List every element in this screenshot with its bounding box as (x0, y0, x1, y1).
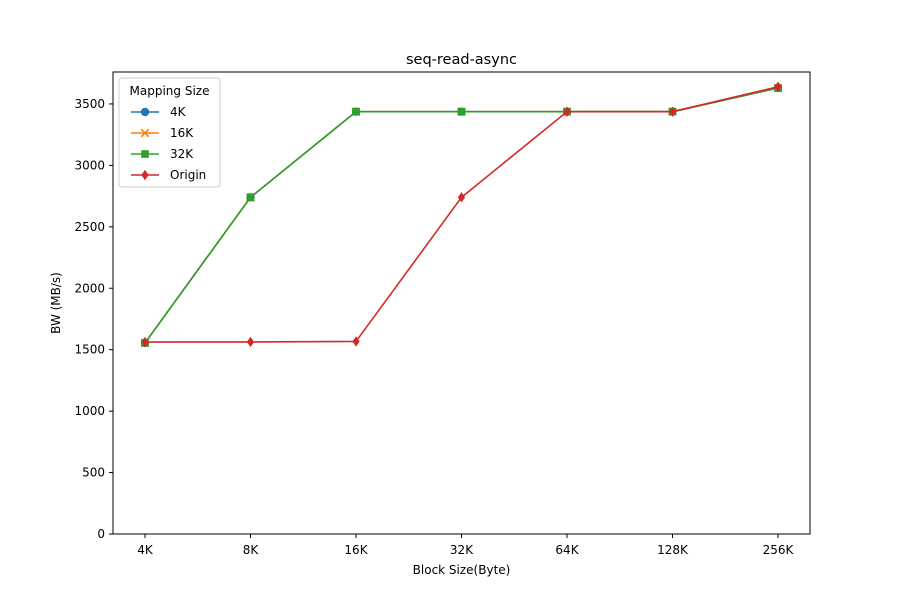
y-tick-label: 1500 (74, 343, 105, 357)
y-tick-label: 0 (97, 527, 105, 541)
data-point (774, 81, 782, 92)
data-point (141, 336, 149, 348)
y-tick-label: 1000 (74, 404, 105, 418)
y-axis-label: BW (MB/s) (49, 272, 63, 334)
legend-item-32k: 32K (131, 147, 194, 161)
legend-title: Mapping Size (130, 84, 210, 98)
x-tick-label: 128K (657, 543, 689, 557)
legend-label: 4K (170, 105, 187, 119)
data-point (563, 106, 571, 117)
legend-box (118, 77, 221, 188)
y-tick-label: 3000 (74, 158, 105, 172)
legend-item-4k: 4K (131, 105, 187, 119)
y-tick-label: 2000 (74, 281, 105, 295)
data-point (457, 192, 466, 203)
x-tick-label: 256K (763, 543, 795, 557)
legend: Mapping Size 4K 16K 32K Origin (118, 77, 221, 188)
legend-swatch-marker (141, 169, 149, 181)
y-tick-label: 2500 (74, 220, 105, 234)
legend-swatch-marker (140, 107, 150, 117)
x-axis: 4K 8K 16K 32K 64K 128K 256K (137, 534, 795, 557)
series-origin (141, 81, 782, 348)
legend-swatch-marker (141, 150, 149, 158)
legend-swatch-marker (140, 128, 150, 138)
chart-title: seq-read-async (406, 52, 517, 68)
data-point (352, 107, 360, 116)
x-axis-label: Block Size(Byte) (413, 563, 511, 577)
y-tick-label: 500 (82, 466, 105, 480)
legend-item-16k: 16K (131, 126, 194, 140)
y-axis: 0 500 1000 1500 2000 2500 3000 3500 (74, 97, 113, 541)
x-tick-label: 16K (344, 543, 368, 557)
data-point (668, 106, 677, 117)
data-point (246, 336, 255, 348)
x-tick-label: 64K (555, 543, 579, 557)
legend-label: 16K (170, 126, 194, 140)
legend-label: Origin (170, 168, 206, 182)
data-point (457, 107, 466, 116)
plot-area (140, 81, 783, 348)
x-tick-label: 4K (137, 543, 154, 557)
data-point (352, 336, 360, 347)
x-tick-label: 8K (243, 543, 260, 557)
legend-label: 32K (170, 147, 194, 161)
data-point (246, 193, 255, 202)
legend-item-origin: Origin (131, 168, 206, 182)
y-tick-label: 3500 (74, 97, 105, 111)
x-tick-label: 32K (450, 543, 474, 557)
